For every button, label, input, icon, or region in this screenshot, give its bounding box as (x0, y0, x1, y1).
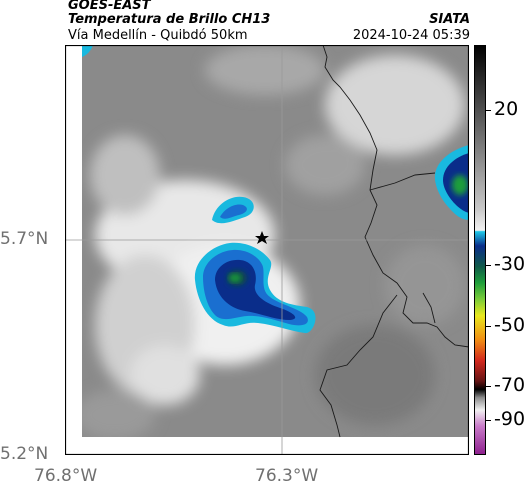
region-subtitle: Vía Medellín - Quibdó 50km (68, 28, 248, 43)
colorbar-tick (486, 386, 491, 387)
cold-cloud-small (212, 196, 254, 224)
colorbar-tick (486, 265, 491, 266)
lat-label-5-2: 5.2°N (0, 444, 49, 464)
colorbar (474, 45, 486, 455)
colorbar-label-minus30: -30 (494, 253, 526, 275)
colorbar-label-minus50: -50 (494, 314, 526, 336)
colorbar-tick (486, 110, 491, 111)
location-star-icon (255, 231, 269, 244)
cold-cloud-east (434, 145, 469, 220)
lon-label-76-8: 76.8°W (34, 466, 98, 486)
satellite-title: GOES-EAST (68, 0, 151, 13)
lon-label-76-3: 76.3°W (255, 466, 319, 486)
boundary-lines (319, 45, 469, 438)
colorbar-label-minus70: -70 (494, 374, 526, 396)
lat-label-5-7: 5.7°N (0, 229, 49, 249)
product-title: Temperatura de Brillo CH13 (68, 12, 271, 27)
satellite-map (65, 45, 469, 455)
colorbar-label-20: 20 (494, 98, 519, 120)
colorbar-tick (486, 326, 491, 327)
organization-label: SIATA (429, 12, 470, 27)
map-frame (65, 45, 469, 455)
brightness-temperature-field (82, 45, 469, 437)
colorbar-label-minus90: -90 (494, 408, 526, 430)
timestamp-label: 2024-10-24 05:39 (352, 28, 470, 43)
colorbar-tick (486, 420, 491, 421)
cold-patch-corner (82, 45, 93, 57)
